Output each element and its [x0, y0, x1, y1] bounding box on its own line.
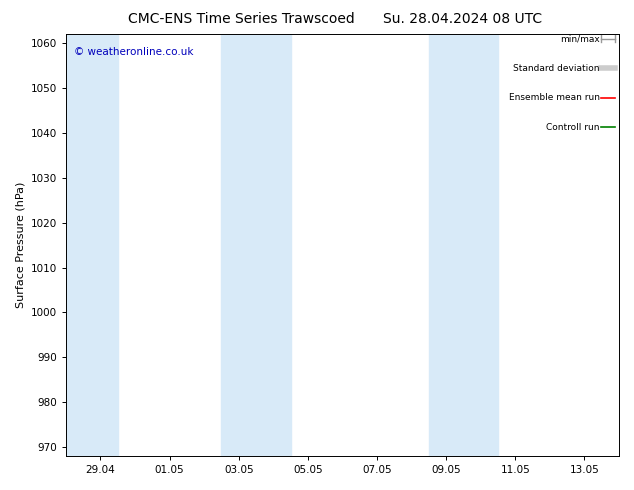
Bar [66, 34, 118, 456]
Text: © weatheronline.co.uk: © weatheronline.co.uk [74, 47, 193, 57]
Text: CMC-ENS Time Series Trawscoed: CMC-ENS Time Series Trawscoed [127, 12, 354, 26]
Text: Su. 28.04.2024 08 UTC: Su. 28.04.2024 08 UTC [384, 12, 542, 26]
Bar [429, 34, 498, 456]
Bar [221, 34, 290, 456]
Y-axis label: Surface Pressure (hPa): Surface Pressure (hPa) [15, 182, 25, 308]
Text: Controll run: Controll run [546, 122, 600, 132]
Text: min/max: min/max [560, 34, 600, 43]
Text: Ensemble mean run: Ensemble mean run [508, 93, 600, 102]
Text: Standard deviation: Standard deviation [513, 64, 600, 73]
